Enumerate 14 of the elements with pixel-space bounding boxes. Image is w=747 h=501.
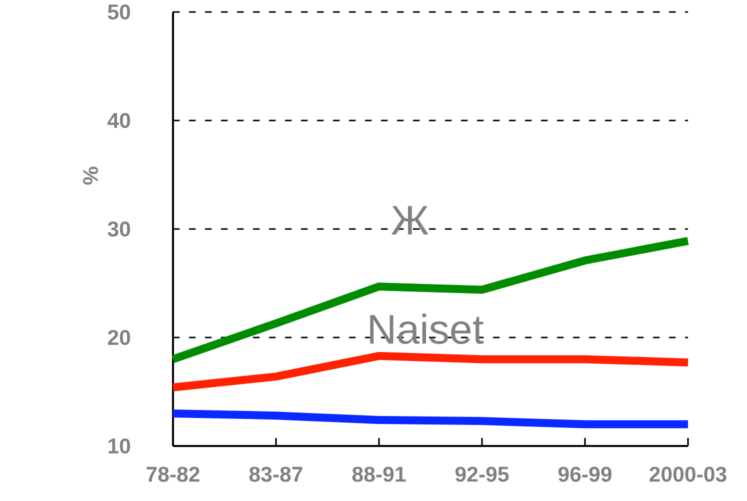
x-tick-label: 83-87 (249, 466, 302, 482)
x-tick-label: 96-99 (558, 466, 612, 482)
x-tick-label: 2000-03 (650, 466, 726, 482)
y-tick-label: 10 (108, 438, 130, 454)
y-tick-label: 40 (108, 112, 130, 128)
y-axis-title: % (83, 166, 98, 185)
y-tick-label: 30 (108, 221, 130, 237)
x-tick-label: 78-82 (146, 466, 200, 482)
y-tick-label: 20 (108, 330, 130, 346)
annotation: Ж (391, 206, 428, 235)
annotation: Naiset (370, 314, 484, 344)
y-tick-label: 50 (108, 4, 130, 20)
x-tick-label: 88-91 (352, 466, 406, 482)
x-tick-label: 92-95 (455, 466, 509, 482)
